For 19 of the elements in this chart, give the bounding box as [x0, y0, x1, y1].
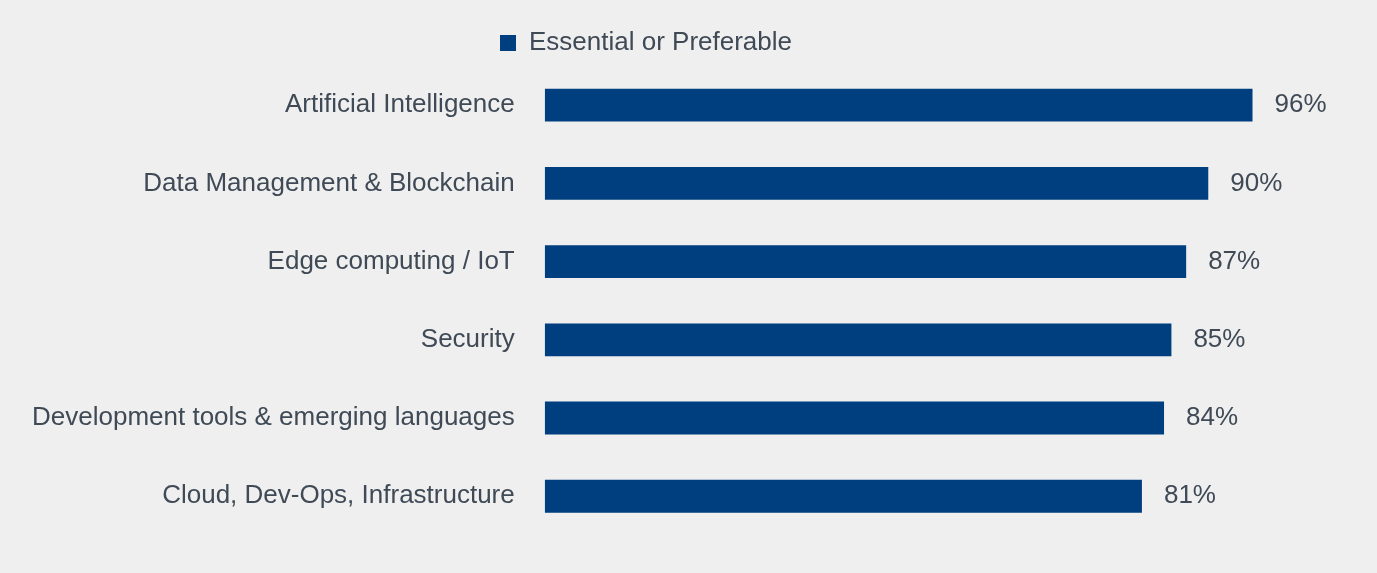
bar	[544, 323, 1172, 357]
bar	[544, 401, 1165, 435]
y-tick-label: Development tools & emerging languages	[31, 401, 515, 432]
legend-label: Essential or Preferable	[528, 26, 793, 57]
data-label: 90%	[1230, 166, 1283, 197]
bar	[544, 245, 1187, 279]
y-tick-label: Edge computing / IoT	[267, 244, 515, 275]
y-tick-label: Security	[420, 322, 515, 353]
data-label: 84%	[1186, 401, 1239, 432]
data-label: 96%	[1274, 88, 1327, 119]
data-label: 87%	[1208, 244, 1261, 275]
y-tick-label: Data Management & Blockchain	[143, 166, 515, 197]
y-tick-label: Artificial Intelligence	[284, 88, 515, 119]
bar	[544, 88, 1253, 122]
data-label: 81%	[1163, 479, 1216, 510]
bar	[544, 166, 1209, 200]
bar	[544, 479, 1142, 513]
data-label: 85%	[1193, 322, 1246, 353]
y-tick-label: Cloud, Dev-Ops, Infrastructure	[162, 479, 515, 510]
